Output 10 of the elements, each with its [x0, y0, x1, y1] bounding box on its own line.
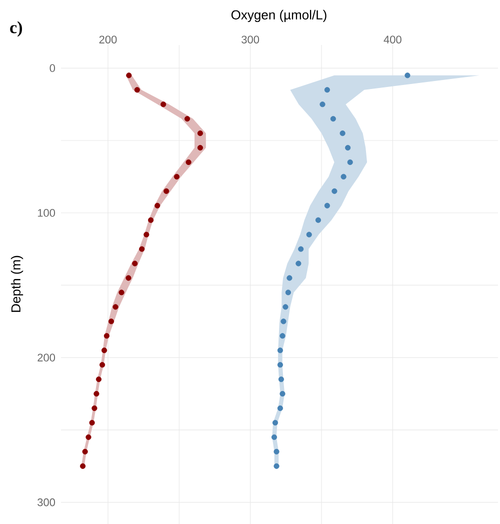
- y-tick-label: 300: [38, 498, 56, 506]
- x-tick-label: 400: [384, 36, 402, 44]
- x-tick-label: 300: [242, 36, 260, 44]
- y-axis-title: Depth (m): [10, 256, 24, 312]
- x-tick-label: 200: [99, 36, 117, 44]
- chart-title: c): [10, 21, 22, 37]
- y-tick-label: 100: [38, 208, 56, 217]
- y-tick-label: 200: [38, 354, 56, 362]
- y-tick-label: 0: [50, 64, 56, 72]
- x-axis-title: Oxygen (µmol/L): [231, 10, 326, 22]
